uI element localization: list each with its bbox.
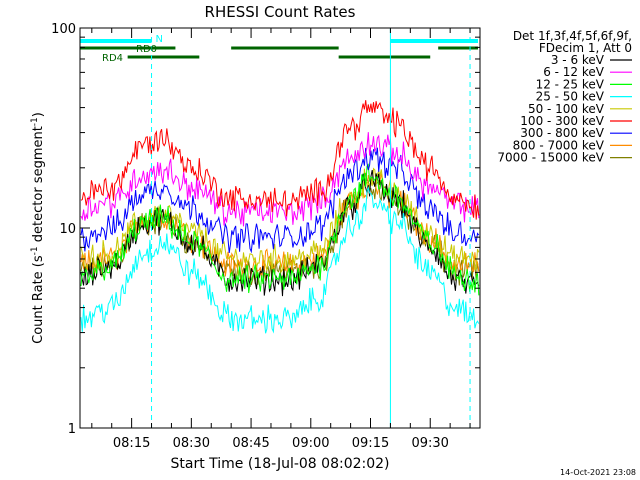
series-line-12-25-kev (80, 163, 480, 296)
legend-label: 100 - 300 keV (520, 114, 604, 128)
series-line-100-300-kev (80, 100, 480, 220)
y-axis-ticks: 1 10 100 (51, 22, 480, 437)
footer-timestamp: 14-Oct-2021 23:08 (560, 468, 636, 477)
legend-header-line-2: FDecim 1, Att 0 (539, 41, 632, 55)
x-tick-label: 09:15 (352, 436, 389, 451)
y-axis-label-exp2: -1 (30, 117, 40, 126)
y-axis-label-close: ) (31, 112, 46, 117)
legend-label: 7000 - 15000 keV (497, 151, 604, 165)
y-axis-label-exp: -1 (30, 246, 40, 255)
series-line-6-12-kev (80, 132, 480, 227)
rd0-label: RD0 (136, 44, 157, 55)
legend-label: 50 - 100 keV (528, 102, 605, 116)
y-axis-label: Count Rate (s-1 detector segment-1) (30, 112, 46, 344)
legend: Det 1f,3f,4f,5f,6f,9f, FDecim 1, Att 0 3… (497, 29, 632, 165)
x-tick-label: 08:30 (173, 436, 210, 451)
legend-label: 12 - 25 keV (536, 77, 605, 91)
x-axis-ticks: 08:15 08:30 08:45 09:00 09:15 09:30 (91, 28, 471, 451)
y-tick-label: 1 (68, 422, 76, 437)
y-axis-label-tail: detector segment (31, 126, 46, 246)
legend-label: 25 - 50 keV (536, 90, 605, 104)
x-tick-label: 09:30 (411, 436, 448, 451)
series-line-300-800-kev (80, 147, 480, 254)
legend-label: 6 - 12 keV (543, 65, 605, 79)
night-label: N (156, 34, 163, 45)
series-line-25-50-kev (80, 186, 480, 334)
series-layer (80, 100, 480, 334)
y-tick-label: 100 (51, 22, 76, 37)
y-tick-label: 10 (59, 222, 76, 237)
legend-label: 800 - 7000 keV (513, 138, 605, 152)
legend-label: 3 - 6 keV (551, 53, 605, 67)
chart-title: RHESSI Count Rates (205, 3, 356, 21)
x-tick-label: 08:15 (113, 436, 150, 451)
y-axis-label-main: Count Rate (s (31, 255, 46, 344)
rd4-label: RD4 (102, 53, 123, 64)
x-tick-label: 09:00 (292, 436, 329, 451)
legend-header-line-1: Det 1f,3f,4f,5f,6f,9f, (513, 29, 632, 43)
legend-label: 300 - 800 keV (520, 126, 604, 140)
x-tick-label: 08:45 (232, 436, 269, 451)
x-axis-label: Start Time (18-Jul-08 08:02:02) (170, 456, 389, 472)
